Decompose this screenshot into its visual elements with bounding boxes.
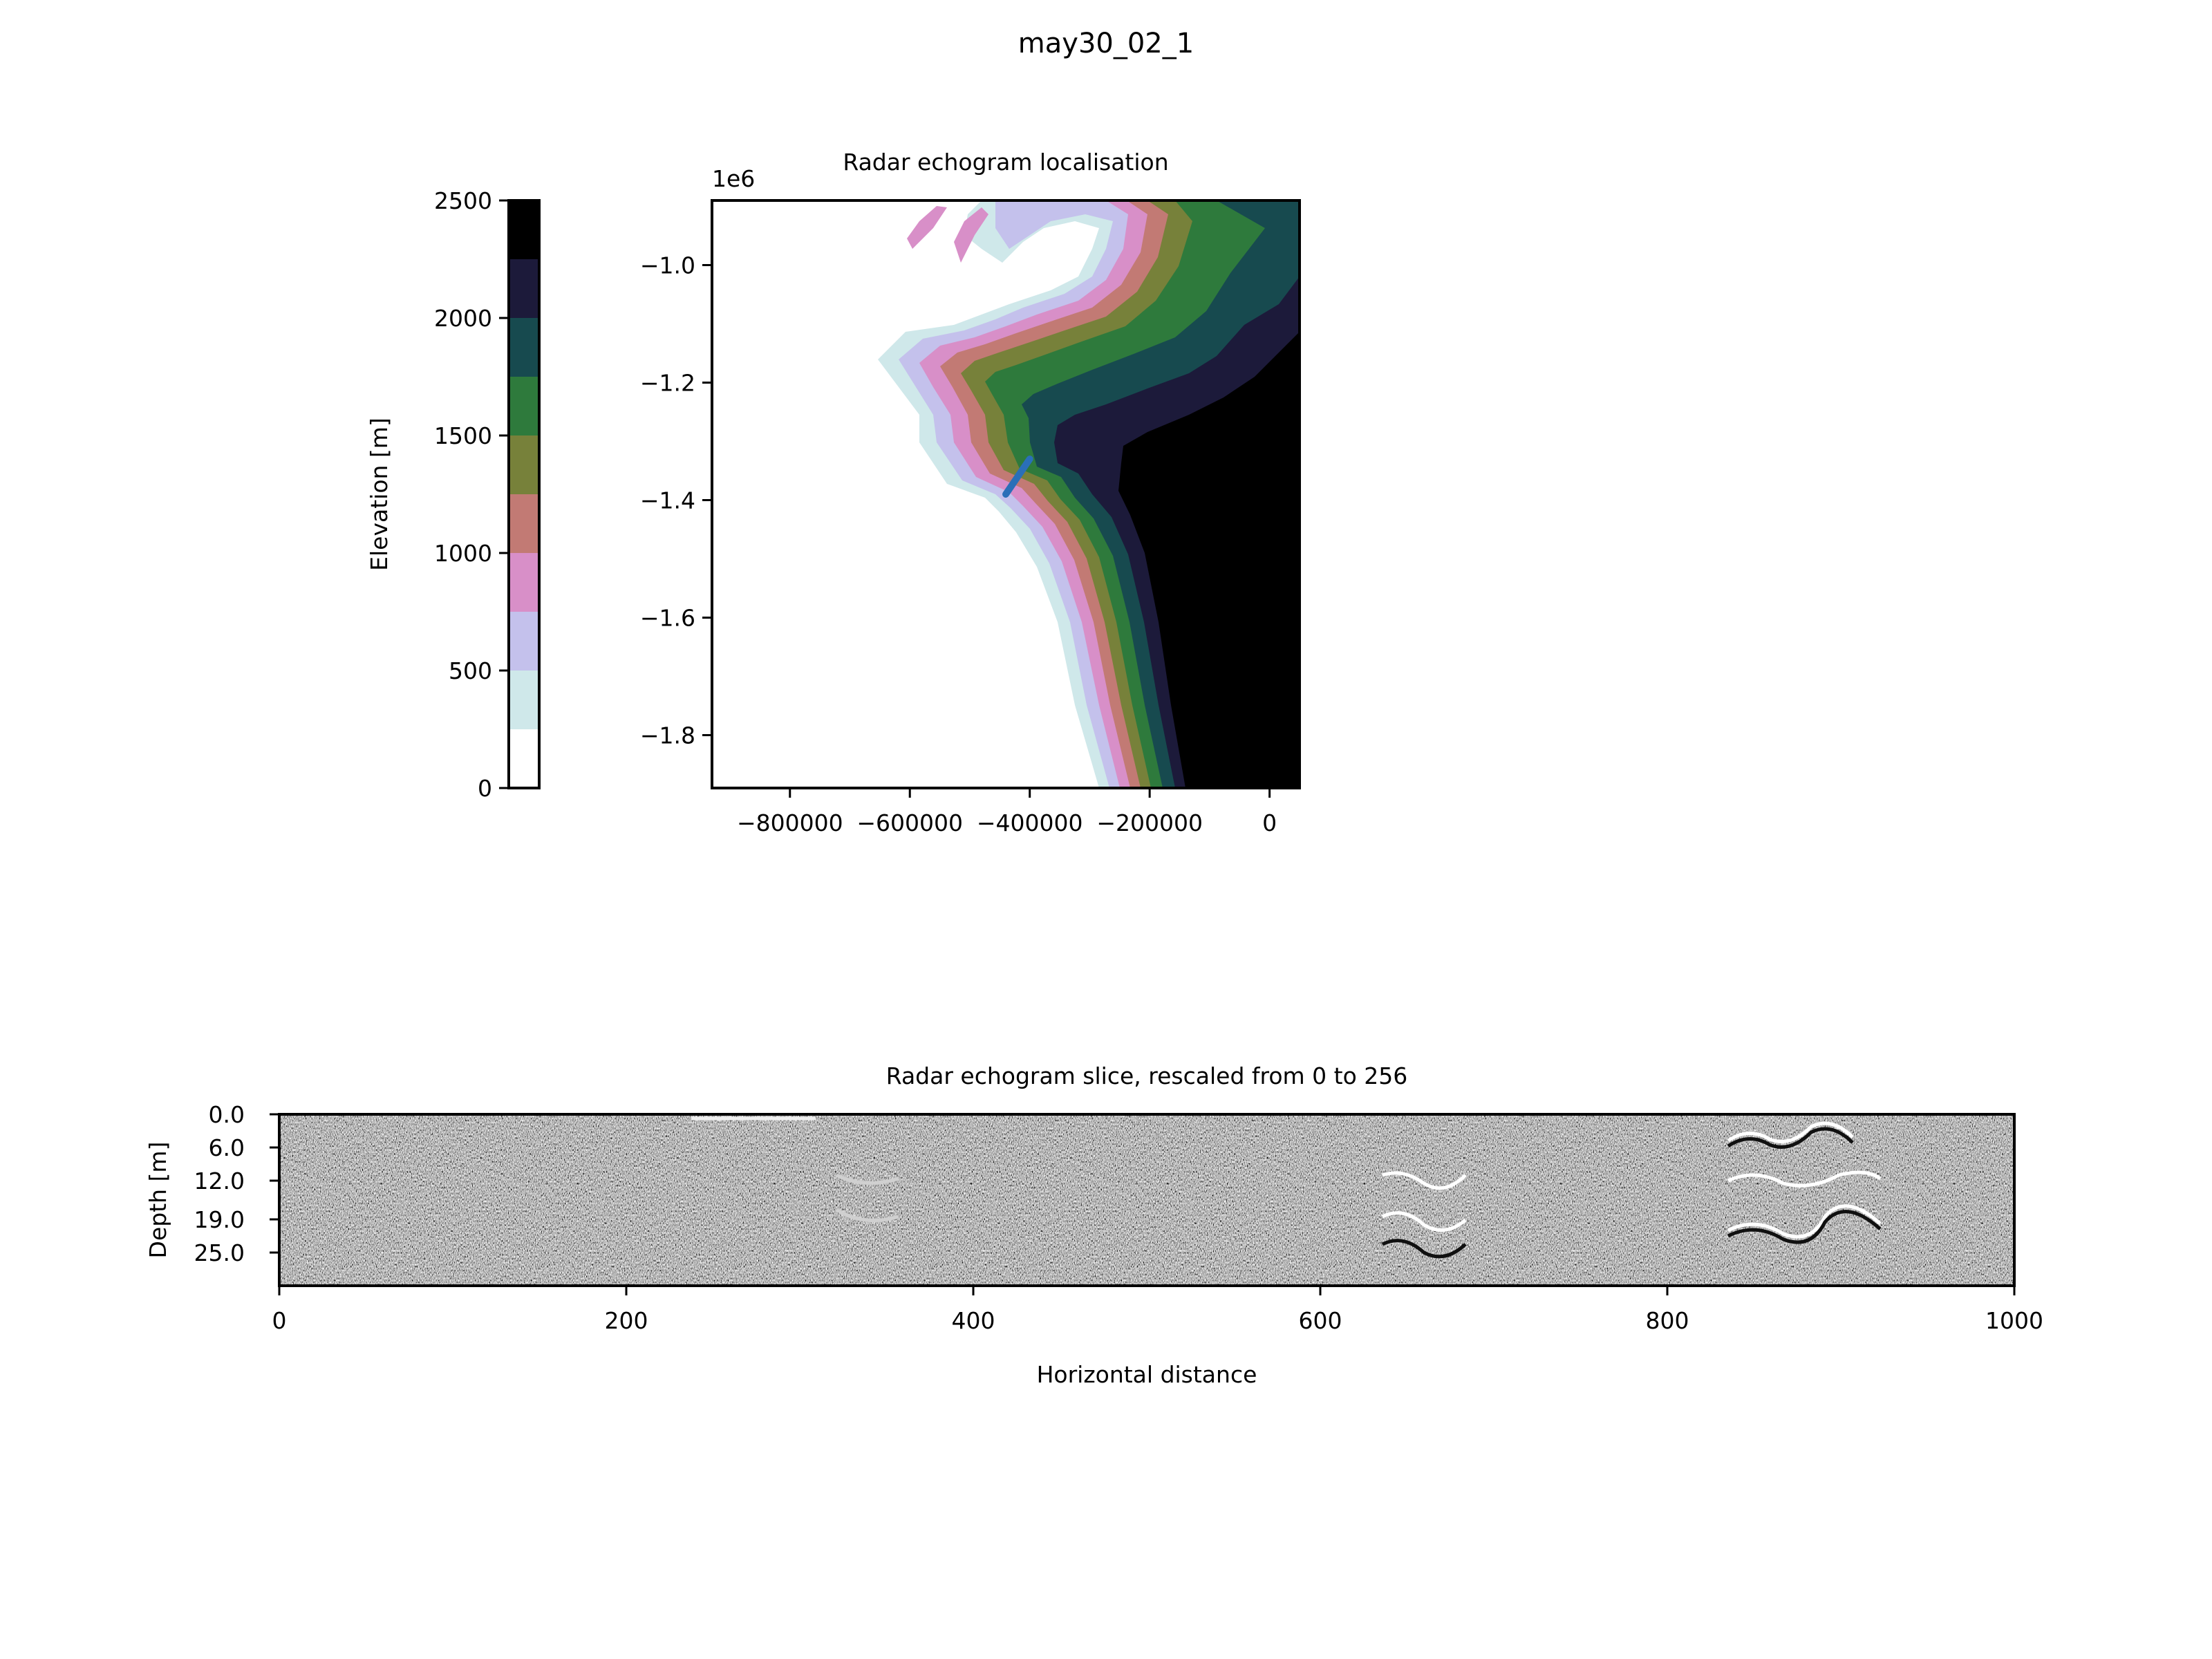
map-x-ticks: −800000 −600000 −400000 −200000 0 — [737, 788, 1277, 836]
colorbar: 0 500 1000 1500 2000 2500 Elevation [m] — [366, 187, 541, 802]
echogram-y-tick-label: 12.0 — [194, 1168, 245, 1194]
echogram-y-ticks: 0.0 6.0 12.0 19.0 25.0 — [194, 1101, 279, 1266]
colorbar-tick-label: 1500 — [434, 422, 492, 449]
map-y-ticks: −1.8 −1.6 −1.4 −1.2 −1.0 — [640, 252, 712, 749]
echogram-image — [279, 1114, 2014, 1286]
echogram-reflectors — [691, 1116, 1882, 1259]
colorbar-tick-label: 0 — [478, 775, 492, 802]
echogram-y-tick-label: 0.0 — [209, 1101, 245, 1128]
north-coast-fragments — [907, 206, 988, 263]
map-y-tick-label: −1.6 — [640, 605, 695, 632]
map-y-tick-label: −1.2 — [640, 370, 695, 397]
map-title: Radar echogram localisation — [843, 149, 1168, 176]
colorbar-bin-7 — [509, 318, 539, 377]
map-y-tick-label: −1.0 — [640, 252, 695, 279]
echogram-x-tick-label: 800 — [1646, 1307, 1689, 1334]
map-x-tick-label: −600000 — [856, 809, 963, 836]
colorbar-bin-5 — [509, 435, 539, 494]
map-x-tick-label: −400000 — [977, 809, 1083, 836]
colorbar-ticks: 0 500 1000 1500 2000 2500 — [434, 187, 509, 802]
echogram-y-label: Depth [m] — [144, 1142, 171, 1259]
echogram-x-tick-label: 400 — [952, 1307, 995, 1334]
echogram-panel: Radar echogram slice, rescaled from 0 to… — [144, 1062, 2043, 1388]
colorbar-bin-3 — [509, 553, 539, 612]
echogram-y-tick-label: 19.0 — [194, 1206, 245, 1233]
map-frame — [711, 199, 1301, 789]
colorbar-bin-6 — [509, 377, 539, 435]
map-panel: Radar echogram localisation 1e6 −800000−… — [640, 149, 1301, 836]
echogram-x-label: Horizontal distance — [1037, 1361, 1257, 1388]
colorbar-tick-label: 2500 — [434, 187, 492, 214]
colorbar-bin-9 — [509, 200, 539, 259]
colorbar-frame — [507, 199, 541, 789]
colorbar-bin-0 — [509, 729, 539, 788]
map-x-tick-label: −800000 — [737, 809, 843, 836]
colorbar-bins — [509, 200, 539, 788]
echogram-y-tick-label: 6.0 — [209, 1134, 245, 1161]
map-offset-label: 1e6 — [712, 165, 755, 192]
colorbar-tick-label: 2000 — [434, 305, 492, 332]
colorbar-bin-2 — [509, 612, 539, 671]
colorbar-tick-label: 1000 — [434, 540, 492, 567]
colorbar-bin-4 — [509, 494, 539, 553]
echogram-x-tick-label: 0 — [272, 1307, 287, 1334]
colorbar-bin-8 — [509, 259, 539, 318]
colorbar-tick-label: 500 — [449, 657, 492, 684]
map-x-tick-label: 0 — [1262, 809, 1277, 836]
echogram-title: Radar echogram slice, rescaled from 0 to… — [886, 1062, 1408, 1089]
colorbar-label: Elevation [m] — [366, 418, 393, 571]
echogram-frame — [278, 1113, 2016, 1287]
map-y-tick-label: −1.4 — [640, 487, 695, 514]
elevation-band-2250 — [1118, 332, 1300, 788]
figure-title: may30_02_1 — [1018, 28, 1194, 59]
elevation-map — [712, 200, 1300, 788]
echogram-x-tick-label: 600 — [1299, 1307, 1342, 1334]
echogram-x-tick-label: 200 — [605, 1307, 648, 1334]
echogram-y-tick-label: 25.0 — [194, 1239, 245, 1266]
radar-track-line — [1002, 456, 1033, 498]
colorbar-bin-1 — [509, 671, 539, 729]
map-x-tick-label: −200000 — [1096, 809, 1203, 836]
echogram-x-ticks: 0 200 400 600 800 1000 — [272, 1286, 2043, 1334]
echogram-x-tick-label: 1000 — [1985, 1307, 2043, 1334]
map-y-tick-label: −1.8 — [640, 722, 695, 749]
